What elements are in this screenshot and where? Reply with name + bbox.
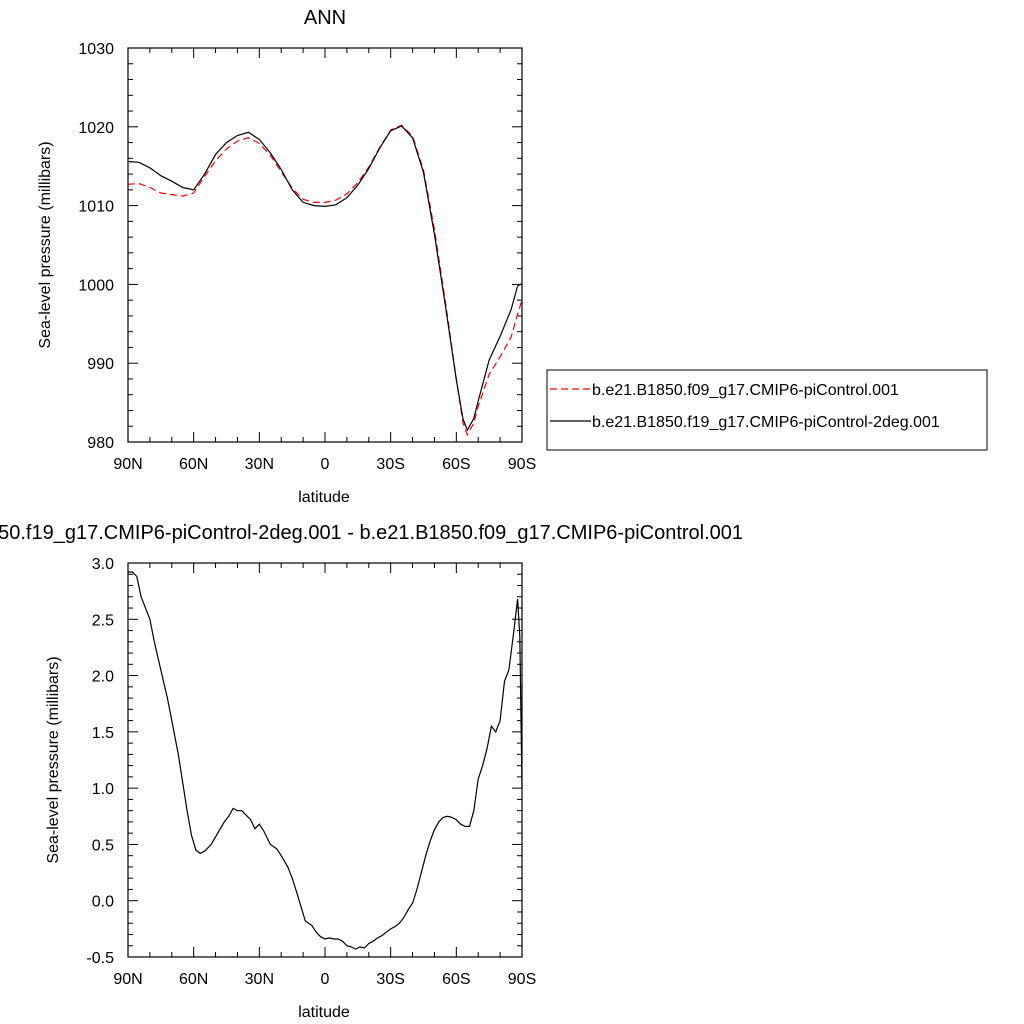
bottom-plot-frame: [127, 562, 523, 958]
top-panel: ANN 90N 60N 30N 0 30S 60S 90S10301020101010009…: [37, 7, 536, 506]
y-tick-label: 990: [87, 356, 114, 373]
legend: b.e21.B1850.f09_g17.CMIP6-piControl.001 …: [546, 369, 988, 451]
bottom-x-axis-label: latitude: [298, 1004, 350, 1021]
top-minor-ticks: [128, 48, 522, 442]
top-plot-frame: [127, 47, 523, 443]
series-line-0: [127, 124, 523, 437]
y-tick-label: 3.0: [92, 556, 114, 573]
x-tick-label: 30N: [245, 971, 274, 988]
x-tick-label: 30S: [376, 971, 404, 988]
bottom-chart-title: b.e21.B1850.f19_g17.CMIP6-piControl-2deg…: [0, 522, 743, 544]
x-tick-label: 0: [321, 456, 330, 473]
bottom-series-lines: [128, 571, 523, 950]
y-tick-label: 2.5: [92, 612, 114, 629]
y-tick-label: 0.0: [92, 894, 114, 911]
y-tick-label: 1.0: [92, 781, 114, 798]
x-tick-label: 60S: [442, 971, 470, 988]
x-tick-label: 90N: [113, 456, 142, 473]
y-tick-label: 1000: [78, 277, 114, 294]
y-tick-label: 2.0: [92, 669, 114, 686]
x-tick-label: 90S: [508, 456, 536, 473]
legend-box: [546, 369, 988, 451]
legend-entry-f19: b.e21.B1850.f19_g17.CMIP6-piControl-2deg…: [592, 414, 940, 431]
top-y-axis-label: Sea-level pressure (millibars): [37, 141, 54, 348]
x-tick-label: 90S: [508, 971, 536, 988]
x-tick-label: 60S: [442, 456, 470, 473]
legend-entry-f09: b.e21.B1850.f09_g17.CMIP6-piControl.001: [592, 382, 899, 399]
x-tick-label: 0: [321, 971, 330, 988]
y-tick-label: 1030: [78, 41, 114, 58]
bottom-minor-ticks: [128, 563, 522, 957]
x-tick-label: 30S: [376, 456, 404, 473]
top-series-lines: [127, 124, 523, 437]
bottom-panel: b.e21.B1850.f19_g17.CMIP6-piControl-2deg…: [0, 522, 743, 1021]
bottom-major-ticks: 90N 60N 30N 0 30S 60S 90S 3.0 2.5 2.0 1.5 1.0 0.5 0.0…: [86, 556, 536, 988]
y-tick-label: 1.5: [92, 725, 114, 742]
y-tick-label: 980: [87, 435, 114, 452]
x-tick-label: 60N: [179, 456, 208, 473]
x-tick-label: 60N: [179, 971, 208, 988]
y-tick-label: -0.5: [86, 950, 114, 967]
x-tick-label: 30N: [245, 456, 274, 473]
y-tick-label: 1010: [78, 199, 114, 216]
x-tick-label: 90N: [113, 971, 142, 988]
series-line-1: [127, 125, 523, 432]
top-chart-title: ANN: [304, 7, 346, 29]
y-tick-label: 1020: [78, 120, 114, 137]
bottom-y-axis-label: Sea-level pressure (millibars): [45, 656, 62, 863]
top-x-axis-label: latitude: [298, 489, 350, 506]
y-tick-label: 0.5: [92, 837, 114, 854]
series-line-0: [128, 571, 523, 950]
top-major-ticks: 90N 60N 30N 0 30S 60S 90S 1030 1020 1010 1000 990 98…: [78, 41, 536, 473]
